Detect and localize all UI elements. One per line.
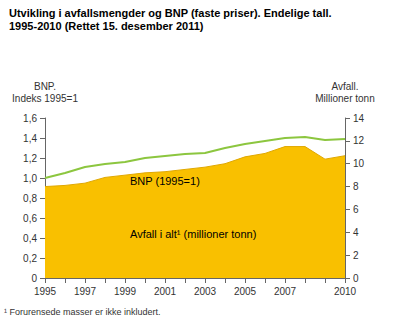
svg-text:10: 10: [353, 158, 365, 169]
svg-text:0,4: 0,4: [23, 233, 37, 244]
svg-text:8: 8: [353, 181, 359, 192]
svg-text:2001: 2001: [154, 286, 177, 297]
svg-text:1999: 1999: [114, 286, 137, 297]
svg-text:2005: 2005: [234, 286, 257, 297]
svg-text:14: 14: [353, 113, 365, 124]
svg-text:0,6: 0,6: [23, 213, 37, 224]
svg-text:2010: 2010: [334, 286, 357, 297]
svg-text:1995-2010 (Rettet 15. desember: 1995-2010 (Rettet 15. desember 2011): [9, 20, 204, 32]
svg-text:Utvikling i avfallsmengder og: Utvikling i avfallsmengder og BNP (faste…: [9, 7, 332, 19]
svg-text:6: 6: [353, 204, 359, 215]
svg-text:2007: 2007: [274, 286, 297, 297]
svg-text:1,4: 1,4: [23, 133, 37, 144]
svg-text:Avfall.: Avfall.: [331, 81, 358, 92]
svg-text:2003: 2003: [194, 286, 217, 297]
svg-text:BNP.: BNP.: [34, 81, 56, 92]
svg-text:2: 2: [353, 250, 359, 261]
svg-text:Avfall i alt¹ (millioner tonn): Avfall i alt¹ (millioner tonn): [130, 228, 256, 240]
svg-text:BNP (1995=1): BNP (1995=1): [130, 175, 200, 187]
svg-text:0: 0: [353, 273, 359, 284]
svg-text:¹ Forurensede masser er ikke i: ¹ Forurensede masser er ikke inkludert.: [4, 307, 161, 317]
svg-text:1,0: 1,0: [23, 173, 37, 184]
svg-text:0: 0: [31, 273, 37, 284]
svg-text:1,2: 1,2: [23, 153, 37, 164]
svg-text:0,8: 0,8: [23, 193, 37, 204]
svg-text:1,6: 1,6: [23, 113, 37, 124]
svg-text:4: 4: [353, 227, 359, 238]
svg-text:0,2: 0,2: [23, 253, 37, 264]
svg-text:12: 12: [353, 135, 365, 146]
svg-text:1997: 1997: [74, 286, 97, 297]
svg-text:Indeks 1995=1: Indeks 1995=1: [12, 93, 78, 104]
svg-text:Millioner tonn: Millioner tonn: [315, 93, 374, 104]
svg-text:1995: 1995: [34, 286, 57, 297]
